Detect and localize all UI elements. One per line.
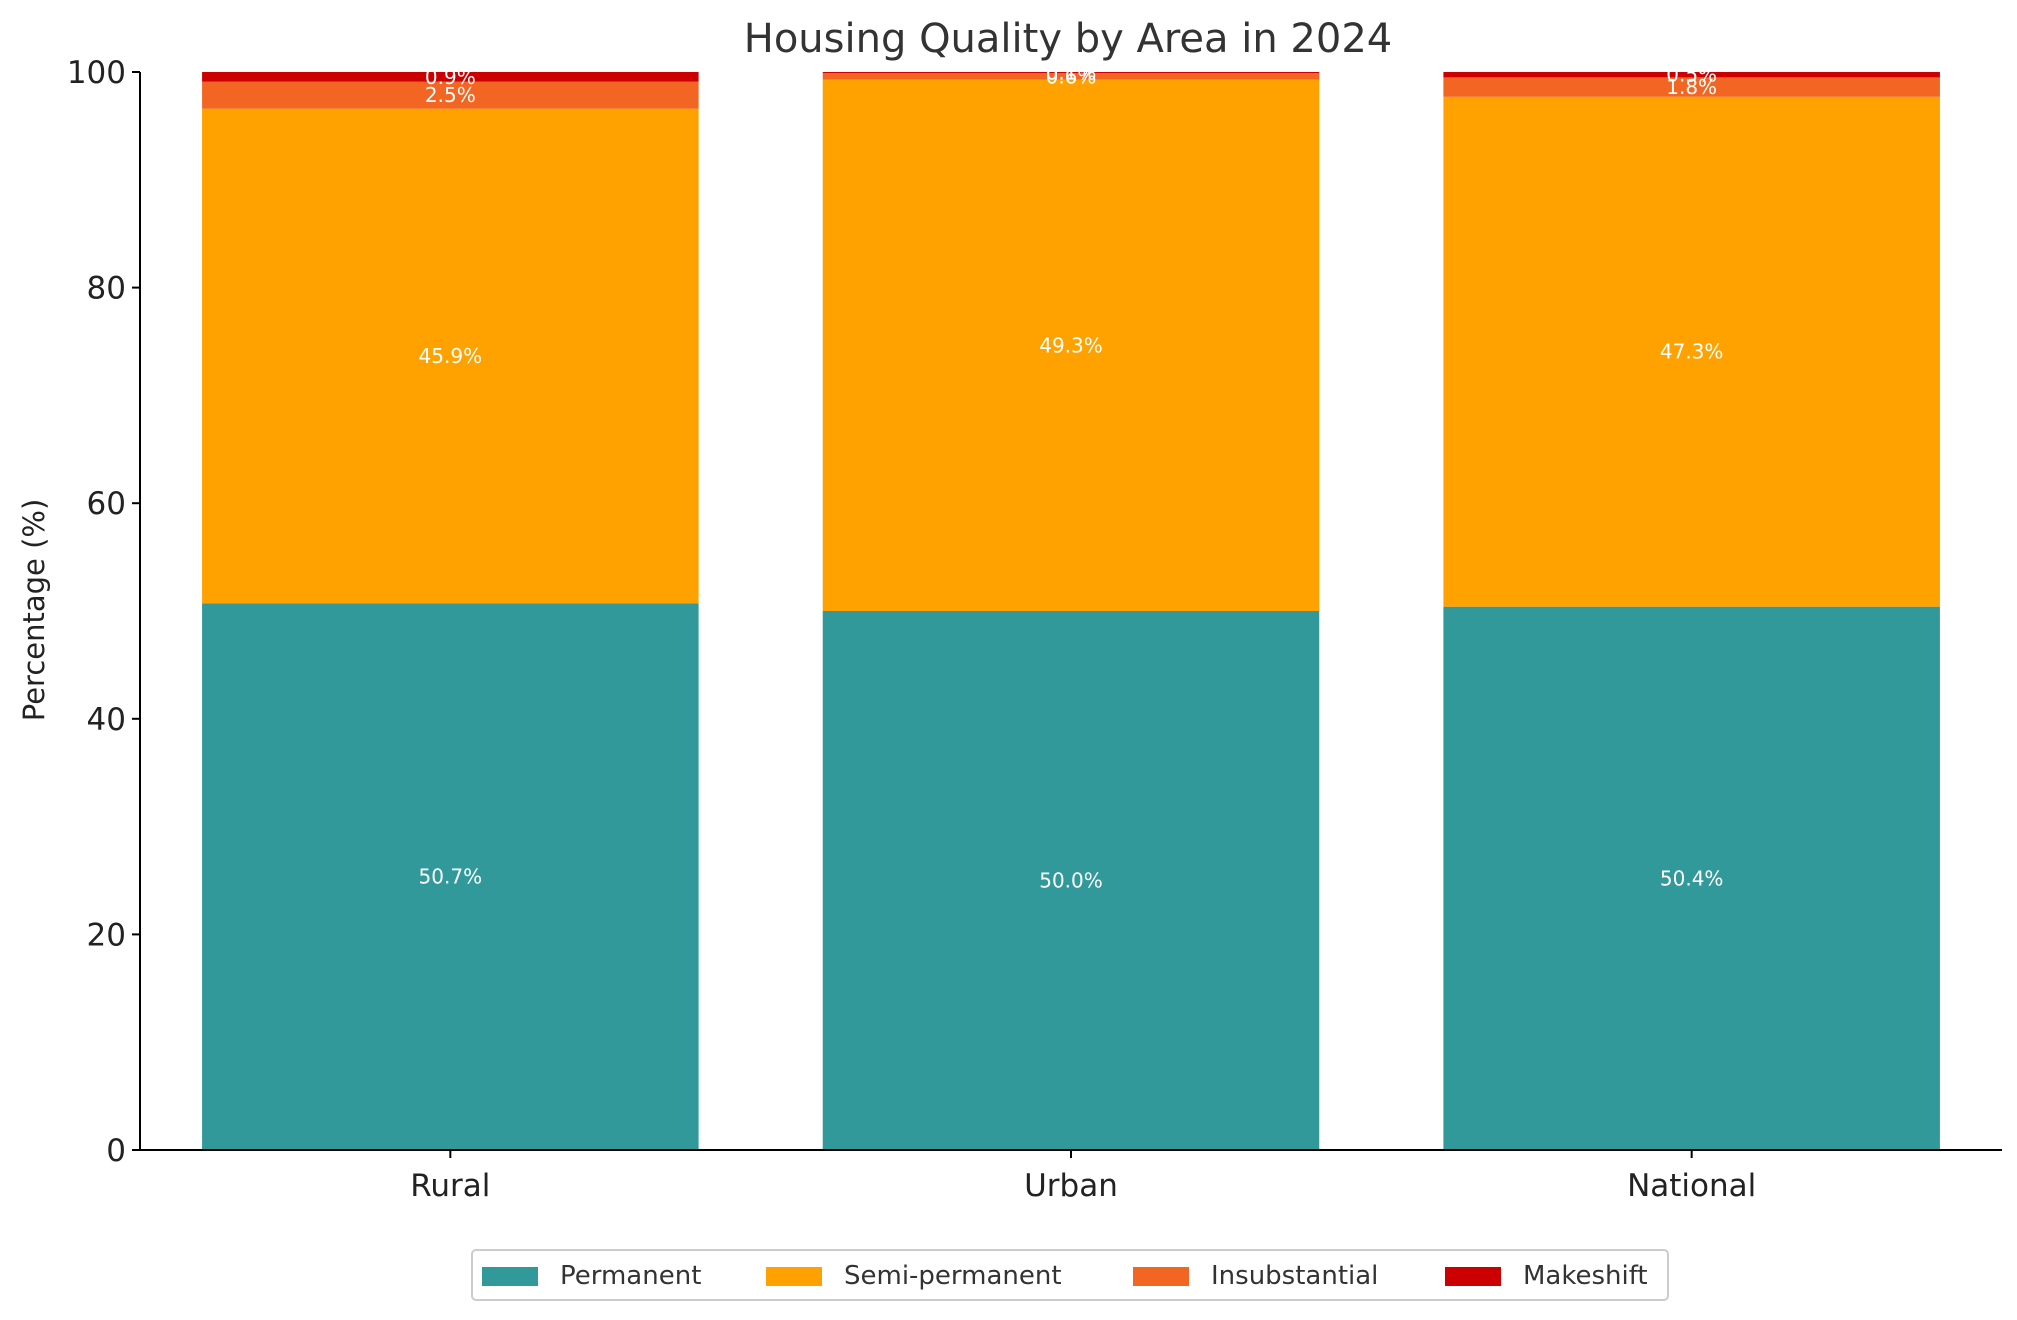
x-tick-label: Urban	[1024, 1168, 1118, 1204]
legend-label: Insubstantial	[1211, 1261, 1378, 1291]
data-label: 0.1%	[1046, 61, 1097, 85]
bar-rural-insubstantial	[202, 81, 699, 109]
bar-urban-permanent	[822, 611, 1320, 1150]
bar-national-semi-permanent	[1443, 96, 1940, 607]
legend-swatch	[766, 1267, 822, 1286]
data-label: 1.8%	[1666, 75, 1717, 99]
axes-layer: Rural Urban National 0 20 40 60 80 100	[67, 55, 2002, 1204]
data-label: 50.4%	[1660, 866, 1724, 890]
bar-urban-makeshift	[822, 72, 1320, 74]
data-label: 2.5%	[425, 83, 476, 107]
y-tick-label: 80	[87, 271, 126, 307]
data-label: 49.3%	[1039, 333, 1103, 357]
legend-label: Permanent	[560, 1261, 701, 1291]
data-label: 0.5%	[1666, 63, 1717, 87]
legend-label: Semi-permanent	[844, 1261, 1062, 1291]
data-label: 45.9%	[419, 344, 483, 368]
data-label: 0.9%	[425, 65, 476, 89]
y-tick-label: 20	[87, 917, 126, 953]
legend: Permanent Semi-permanent Insubstantial Make…	[471, 1249, 1669, 1301]
bar-rural-permanent	[202, 603, 699, 1150]
data-label: 50.0%	[1039, 869, 1103, 893]
bar-national-insubstantial	[1443, 77, 1940, 97]
bar-rural-semi-permanent	[202, 108, 699, 604]
legend-frame	[471, 1249, 1669, 1301]
bar-urban-insubstantial	[822, 73, 1320, 80]
bar-urban-semi-permanent	[822, 79, 1320, 612]
legend-swatch	[1133, 1267, 1189, 1286]
legend-swatch	[482, 1267, 538, 1286]
y-tick-label: 100	[67, 55, 126, 91]
data-labels-layer: 50.7% 45.9% 2.5%0.9% 50.0% 49.3% 0.6%0.1% 50.4…	[419, 61, 1724, 893]
chart-title: Housing Quality by Area in 2024	[744, 16, 1392, 62]
x-tick-label: Rural	[410, 1168, 490, 1204]
y-axis-label: Percentage (%)	[17, 499, 51, 722]
x-tick-label: National	[1627, 1168, 1756, 1204]
bars-layer	[202, 72, 1940, 1150]
data-label: 47.3%	[1660, 340, 1724, 364]
y-tick-label: 40	[87, 702, 126, 738]
y-tick-label: 60	[87, 486, 126, 522]
y-tick-label: 0	[106, 1133, 126, 1169]
data-label: 0.6%	[1046, 64, 1097, 88]
legend-swatch	[1445, 1267, 1501, 1286]
bar-rural-makeshift	[202, 72, 699, 82]
data-label: 50.7%	[419, 865, 483, 889]
bar-national-permanent	[1443, 606, 1940, 1150]
bar-national-makeshift	[1443, 72, 1940, 78]
legend-label: Makeshift	[1523, 1261, 1648, 1291]
